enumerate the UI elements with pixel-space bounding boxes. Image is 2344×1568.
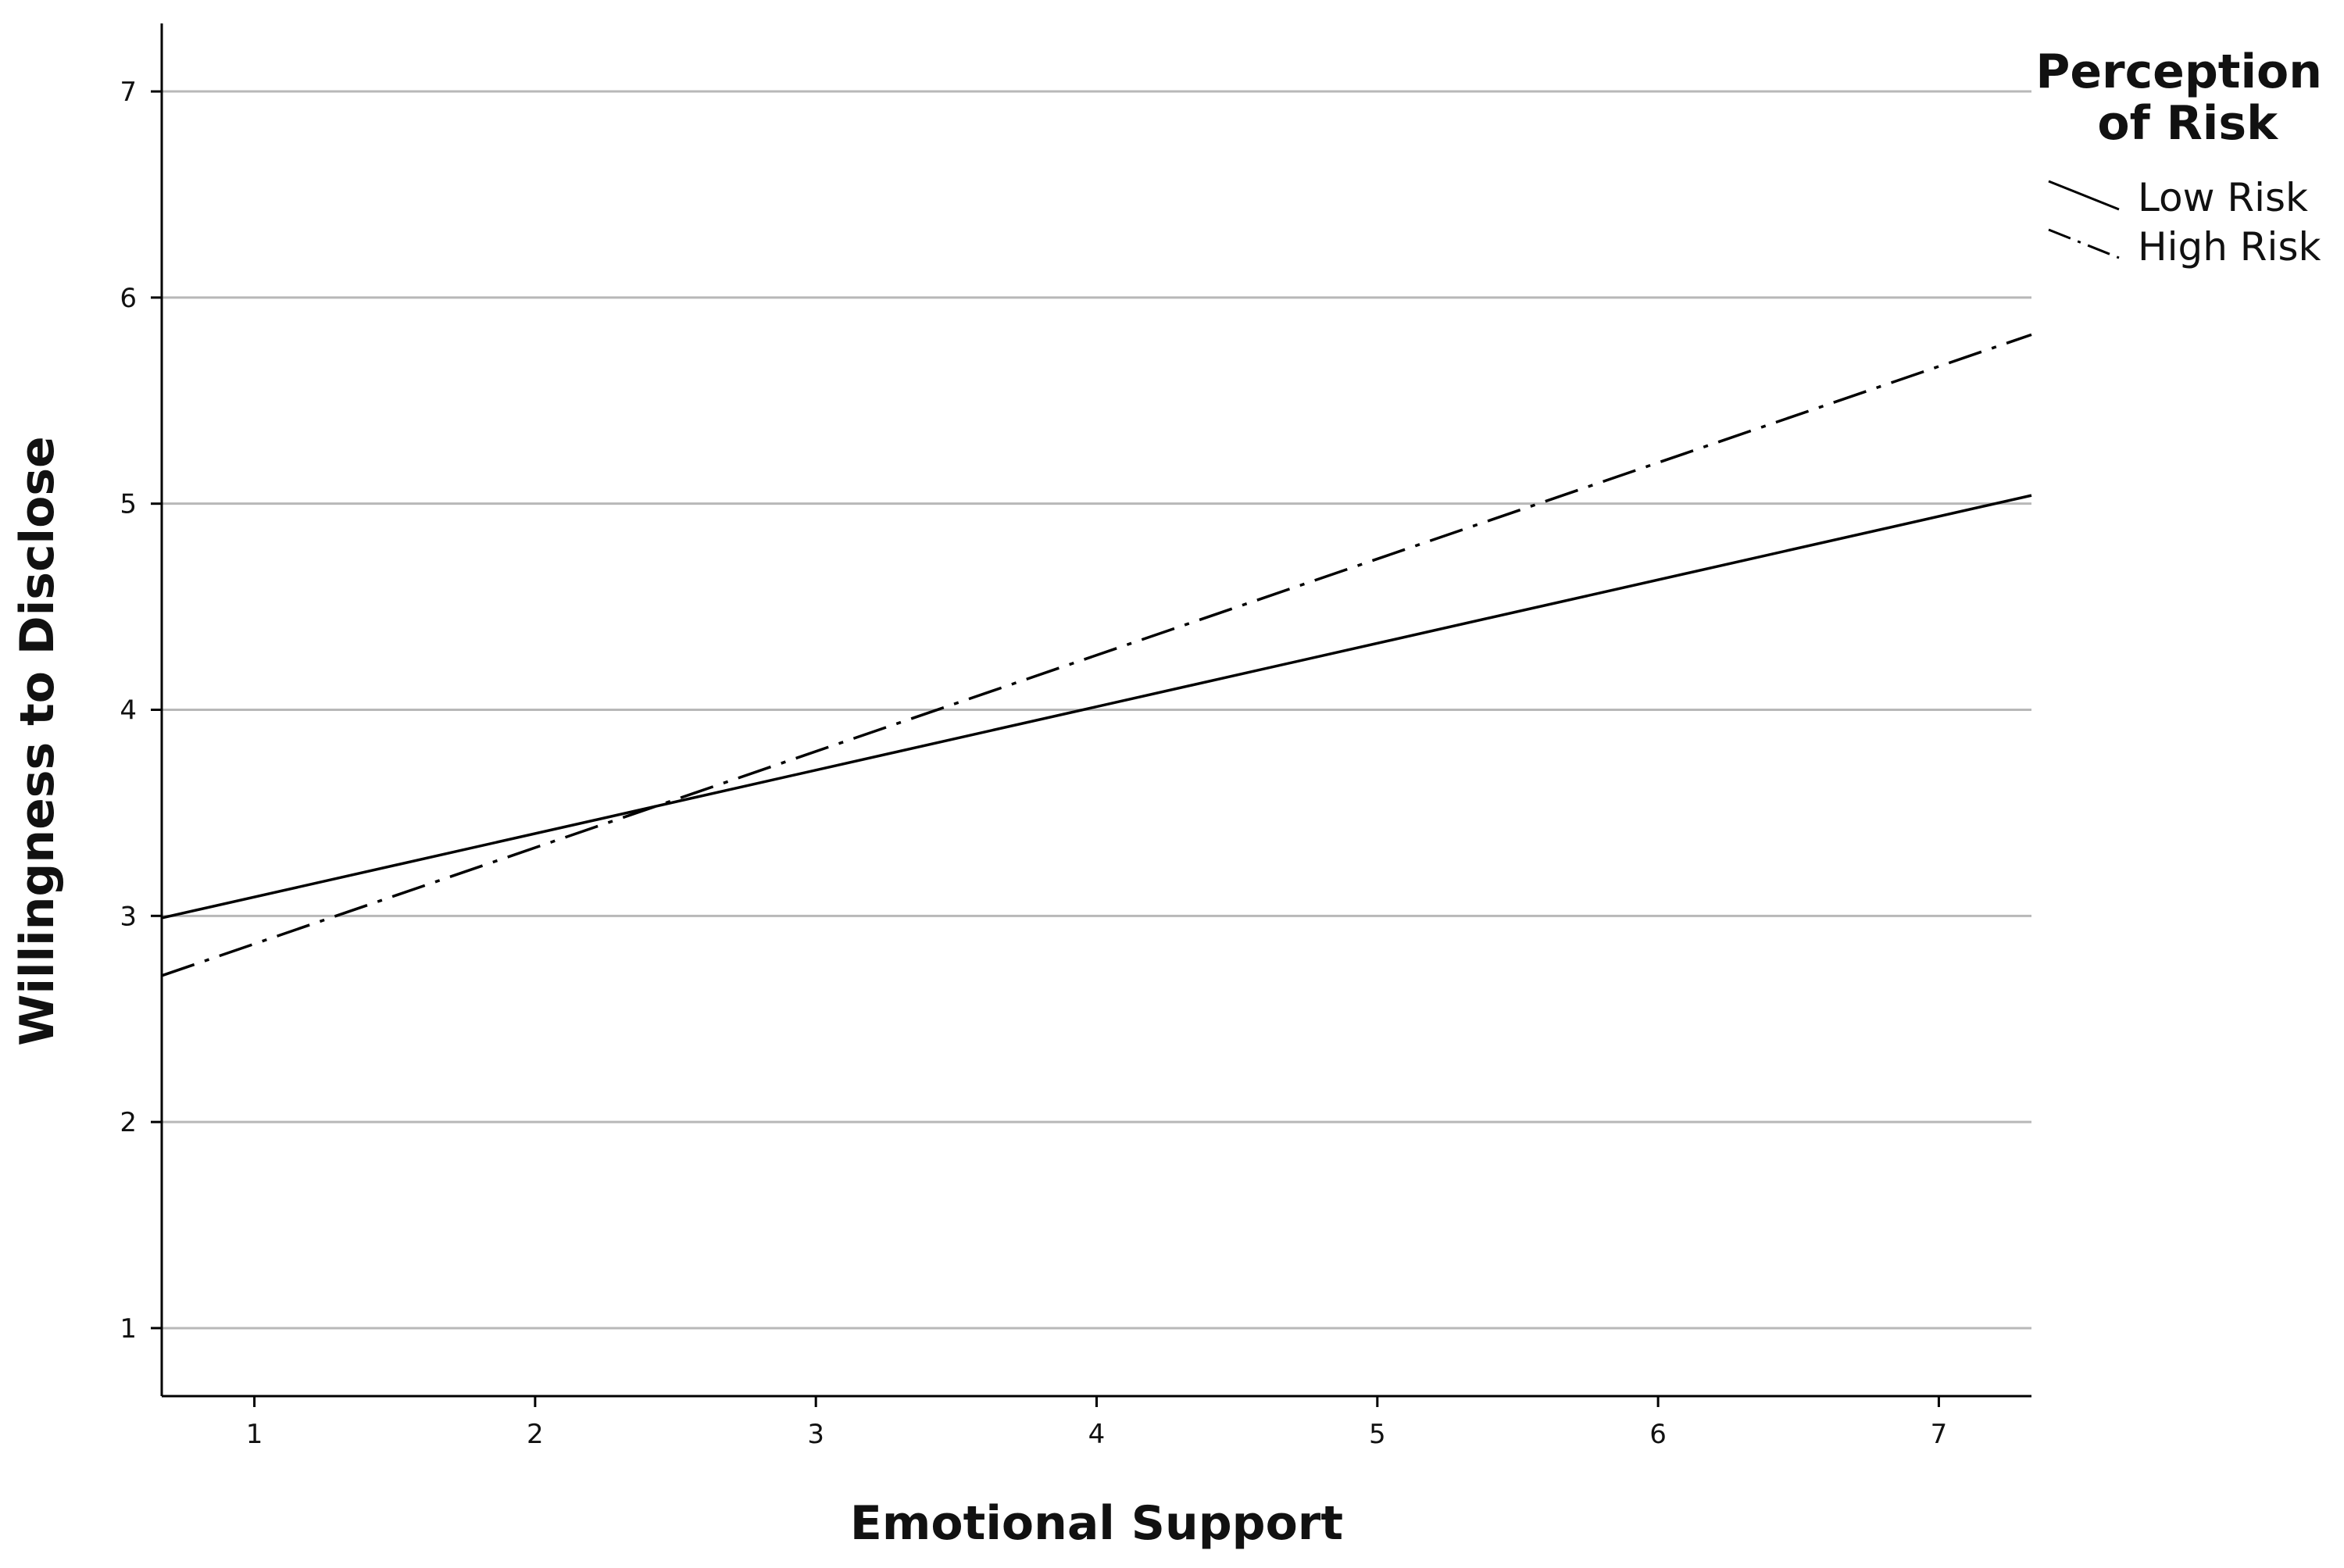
x-tick-label-1: 1 bbox=[246, 1419, 263, 1450]
legend: Perception of Risk Low Risk High Risk bbox=[2035, 45, 2322, 270]
y-tick-label-2: 2 bbox=[120, 1107, 137, 1138]
x-tick-label-2: 2 bbox=[527, 1419, 544, 1450]
y-tick-label-7: 7 bbox=[120, 77, 137, 108]
legend-label-low-risk: Low Risk bbox=[2138, 175, 2308, 220]
legend-label-high-risk: High Risk bbox=[2138, 224, 2321, 270]
y-axis-title: Willingness to Disclose bbox=[10, 436, 65, 1045]
series-line-low-risk bbox=[161, 494, 2032, 920]
x-tick-label-4: 4 bbox=[1088, 1419, 1106, 1450]
x-tick-label-3: 3 bbox=[807, 1419, 824, 1450]
y-tick-label-4: 4 bbox=[120, 695, 137, 727]
legend-title-line-2: of Risk bbox=[2097, 96, 2279, 151]
x-axis-title: Emotional Support bbox=[850, 1496, 1343, 1551]
y-tick-label-6: 6 bbox=[120, 283, 137, 314]
series-lines bbox=[161, 333, 2032, 977]
legend-title-line-1: Perception bbox=[2035, 45, 2322, 99]
x-tick-label-7: 7 bbox=[1931, 1419, 1948, 1450]
legend-swatch-low-risk bbox=[2048, 180, 2120, 211]
y-tick-label-5: 5 bbox=[120, 489, 137, 520]
series-line-high-risk bbox=[161, 333, 2032, 977]
axis-ticks: 1 2 3 4 5 6 7 1 2 3 4 5 6 7 bbox=[120, 77, 1947, 1450]
gridlines bbox=[162, 90, 2031, 1330]
x-tick-label-5: 5 bbox=[1369, 1419, 1386, 1450]
x-tick-label-6: 6 bbox=[1649, 1419, 1667, 1450]
y-tick-label-3: 3 bbox=[120, 901, 137, 932]
y-tick-label-1: 1 bbox=[120, 1313, 137, 1345]
legend-swatch-high-risk bbox=[2048, 228, 2120, 259]
